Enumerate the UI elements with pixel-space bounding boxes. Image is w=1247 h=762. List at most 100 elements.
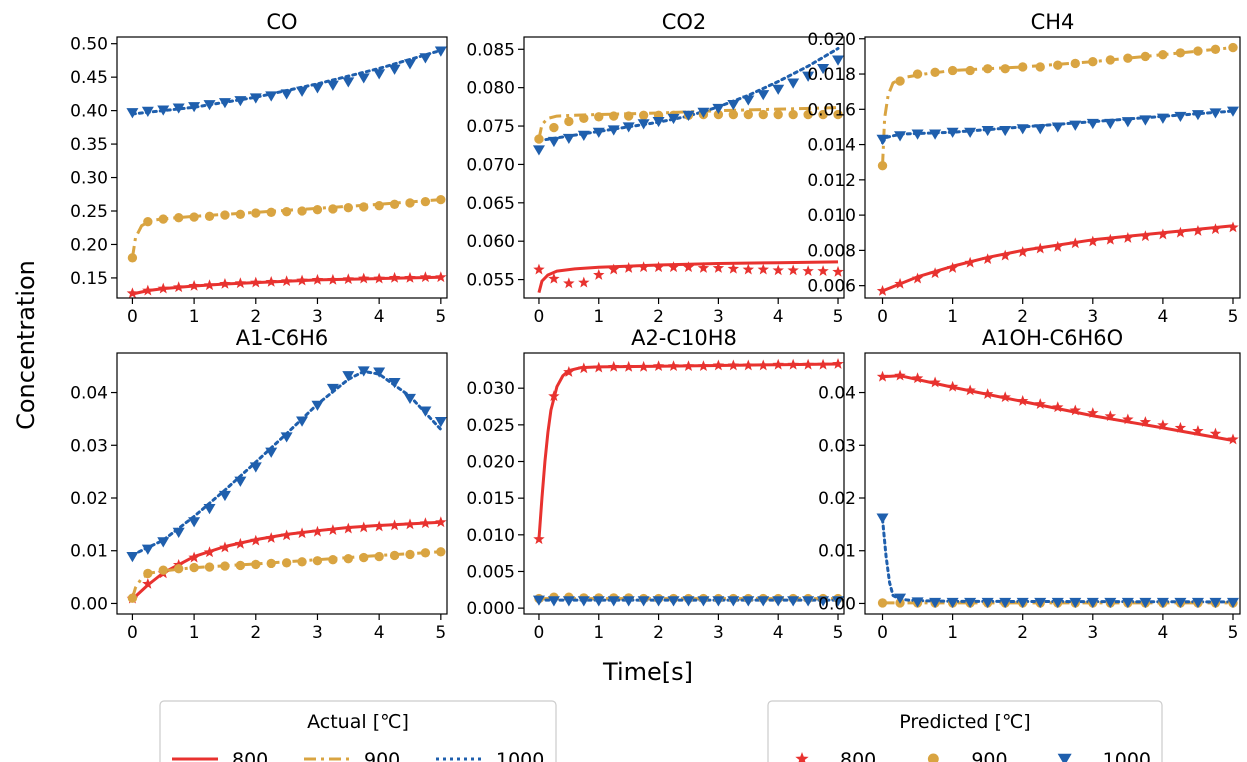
predicted-series-800	[876, 221, 1239, 296]
predicted-series-900	[127, 547, 446, 603]
predicted-point	[623, 111, 634, 121]
y-tick-label: 0.018	[807, 65, 856, 85]
y-tick-label: 0.02	[818, 489, 856, 509]
y-tick-label: 0.03	[70, 436, 108, 456]
x-tick-label: 4	[1157, 623, 1168, 643]
x-tick-label: 2	[250, 623, 261, 643]
predicted-point	[682, 110, 695, 121]
predicted-point	[127, 593, 138, 603]
predicted-point	[143, 217, 153, 227]
predicted-point	[219, 541, 231, 553]
x-tick-label: 3	[713, 623, 724, 643]
predicted-point	[911, 272, 924, 284]
predicted-point	[126, 552, 139, 563]
x-tick-label: 0	[127, 307, 138, 327]
predicted-point	[126, 287, 139, 298]
predicted-point	[1140, 51, 1151, 62]
predicted-point	[622, 262, 635, 273]
y-tick-label: 0.30	[70, 169, 108, 189]
predicted-point	[142, 577, 154, 589]
subplot-4: A1-C6H6 0 1 2 3 4 5 0.00 0.01 0.02 0.03 0.04	[70, 326, 448, 643]
predicted-point	[728, 109, 739, 120]
predicted-point	[548, 272, 560, 284]
y-tick-label: 0.50	[70, 35, 108, 55]
predicted-point	[817, 63, 830, 75]
y-tick-label: 0.00	[818, 594, 856, 614]
predicted-point	[434, 46, 447, 57]
predicted-point	[999, 249, 1011, 261]
subplot-grid: CO 0 1 2 3 4 5 0.15 0.20 0.25 0.30 0.35 0.40 0.45 0.50…	[70, 10, 1241, 643]
predicted-point	[929, 129, 942, 140]
predicted-point	[174, 213, 184, 223]
predicted-point	[1209, 223, 1222, 235]
predicted-point	[757, 263, 769, 275]
predicted-point	[373, 272, 385, 284]
predicted-point	[1018, 62, 1028, 72]
predicted-series-1000	[532, 595, 844, 607]
subplot-title: CH4	[1031, 10, 1075, 34]
predicted-point	[697, 360, 710, 372]
predicted-point	[1139, 115, 1152, 126]
predicted-point	[1016, 597, 1029, 609]
predicted-point	[204, 562, 215, 572]
actual-line-800	[537, 260, 839, 294]
predicted-point	[1069, 120, 1082, 131]
y-tick-label: 0.03	[818, 436, 856, 456]
predicted-point	[280, 275, 293, 287]
predicted-point	[772, 84, 785, 95]
subplot-3: CH4 0 1 2 3 4 5 0.006 0.008 0.010 0.012 0.014 0.016 0…	[807, 10, 1241, 327]
axes-frame	[116, 352, 448, 615]
predicted-point	[1191, 110, 1204, 121]
predicted-point	[579, 113, 589, 124]
predicted-point	[1104, 118, 1117, 130]
predicted-point	[265, 275, 277, 287]
plot-area	[126, 46, 447, 298]
predicted-point	[964, 597, 977, 609]
predicted-point	[1192, 425, 1204, 436]
predicted-point	[358, 272, 370, 284]
predicted-point	[1193, 46, 1203, 56]
predicted-point	[667, 261, 680, 273]
y-tick-label: 0.020	[466, 453, 515, 473]
predicted-point	[1227, 433, 1239, 445]
subplot-title: CO	[266, 10, 297, 34]
predicted-point	[652, 261, 665, 273]
predicted-point	[419, 271, 432, 283]
predicted-point	[964, 127, 977, 138]
predicted-point	[1158, 49, 1168, 60]
predicted-point	[296, 274, 308, 286]
predicted-point	[563, 366, 575, 377]
predicted-point	[652, 596, 665, 607]
predicted-point	[832, 358, 844, 369]
predicted-point	[1123, 53, 1133, 63]
legend-area: Actual [℃] 800 900 1000 Predicted [℃] 800 900 1…	[159, 700, 1163, 762]
predicted-point	[188, 517, 201, 528]
legend-label: 800	[232, 749, 268, 762]
predicted-point	[436, 194, 446, 205]
x-tick-label: 4	[374, 307, 385, 327]
predicted-point	[328, 555, 338, 565]
predicted-point	[638, 110, 649, 120]
predicted-point	[533, 263, 545, 275]
predicted-point	[1087, 235, 1099, 247]
y-tick-label: 0.030	[466, 379, 515, 399]
predicted-point	[328, 204, 338, 214]
predicted-point	[911, 372, 924, 384]
predicted-point	[578, 276, 590, 288]
predicted-point	[534, 134, 544, 144]
predicted-point	[157, 537, 170, 548]
predicted-point	[1227, 221, 1239, 233]
y-tick-label: 0.016	[807, 100, 856, 120]
y-tick-label: 0.04	[70, 384, 108, 404]
predicted-point	[895, 76, 905, 86]
predicted-point	[608, 360, 620, 372]
predicted-point	[1139, 597, 1152, 609]
predicted-point	[609, 111, 619, 121]
predicted-point	[143, 568, 153, 579]
y-tick-label: 0.04	[818, 384, 856, 404]
predicted-point	[593, 268, 605, 280]
predicted-point	[592, 127, 605, 138]
predicted-point	[562, 133, 575, 145]
predicted-point	[929, 376, 941, 388]
